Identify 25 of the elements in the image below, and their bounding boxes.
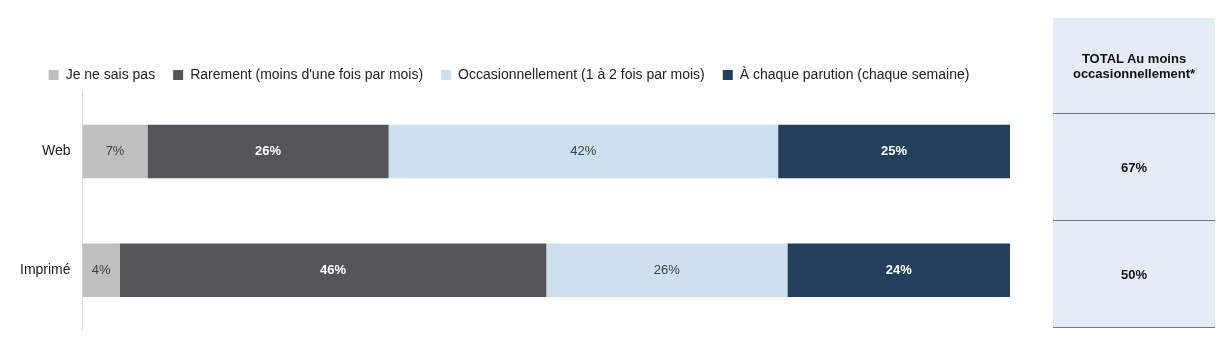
bar [82,124,148,179]
bar [778,124,1010,179]
data-label: 42% [570,142,597,158]
legend-label: Occasionnellement (1 à 2 fois par mois) [458,65,705,82]
bar [82,243,120,297]
y-tick-label: Web [42,142,71,159]
text: TOTAL Au moins occasionnellement* [1053,18,1215,114]
data-label: 25% [881,142,908,158]
legend-label: À chaque parution (chaque semaine) [739,65,970,82]
data-label: 46% [319,261,347,277]
y-tick-label: Imprimé [20,261,71,278]
text: 50% [1053,221,1215,328]
data-label: 26% [653,261,681,277]
data-label: 26% [255,142,282,158]
data-label: 4% [91,261,111,277]
bar [388,124,779,179]
legend-label: Rarement (moins d'une fois par mois) [190,65,424,82]
bar [147,124,389,179]
bar [787,243,1010,297]
bar [546,243,788,297]
legend-label: Je ne sais pas [65,65,156,82]
data-label: 24% [885,261,913,277]
text: 67% [1053,114,1215,221]
bar [119,243,547,297]
data-label: 7% [105,142,125,158]
